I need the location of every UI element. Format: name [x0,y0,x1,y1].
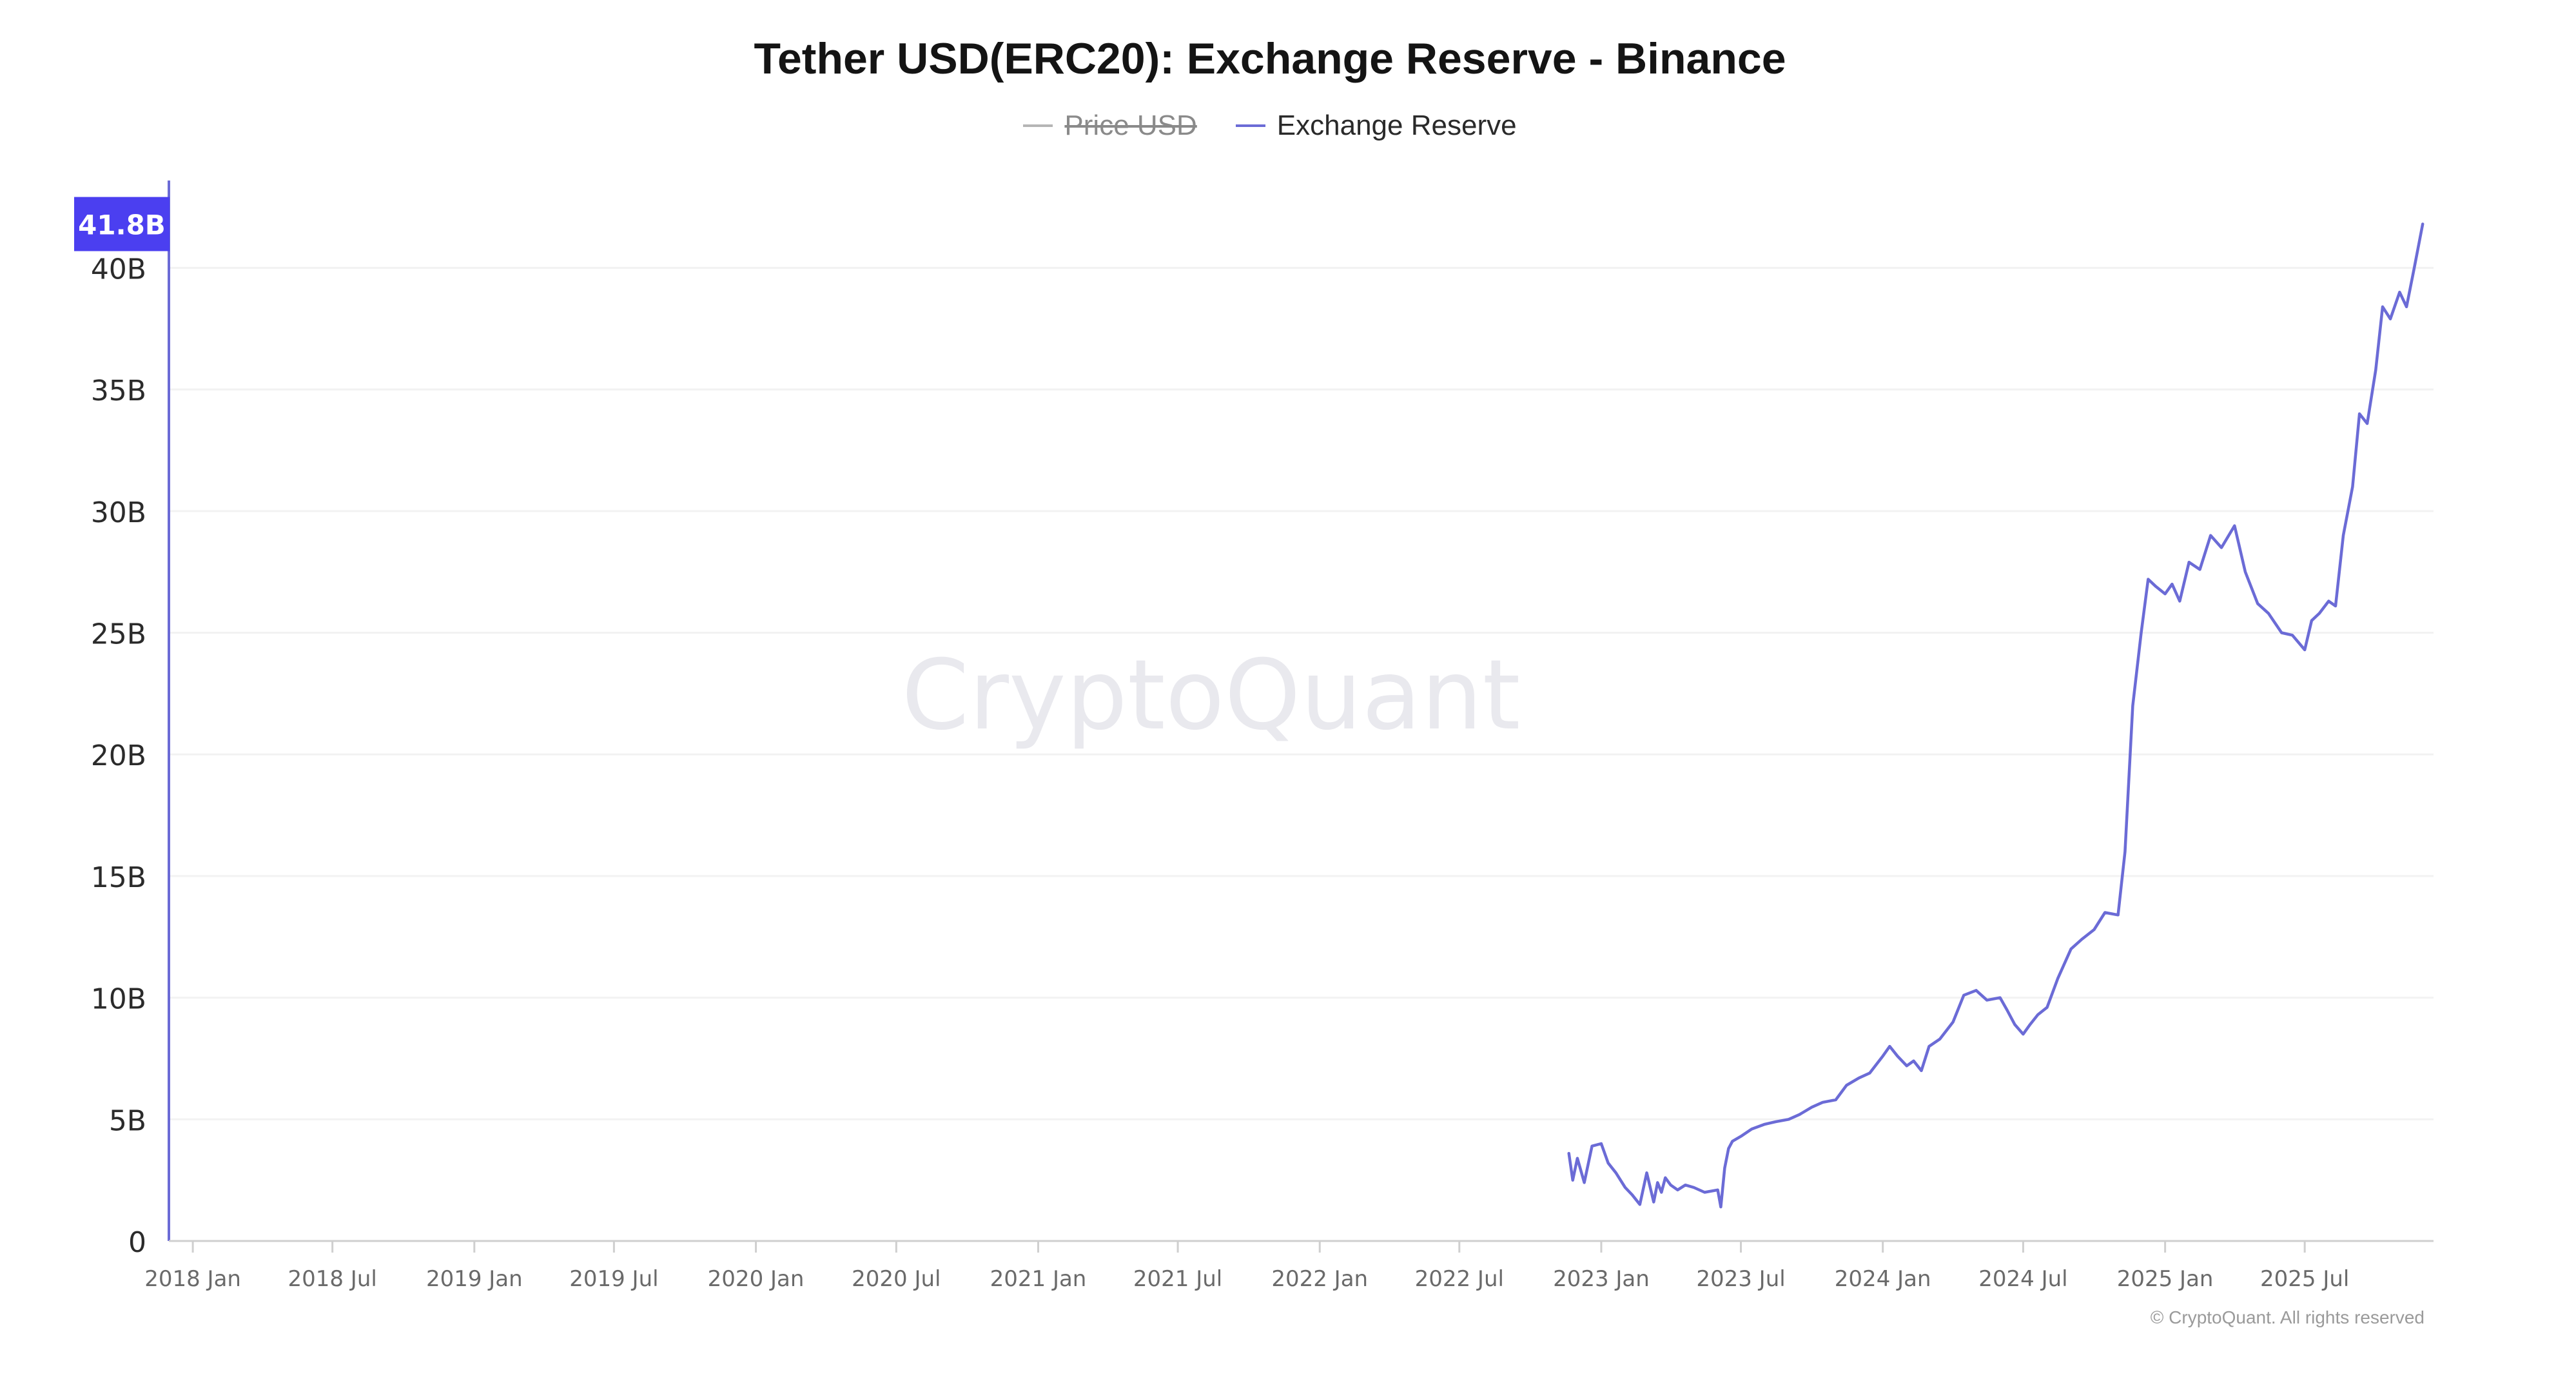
x-tick-label: 2021 Jan [990,1266,1087,1292]
y-tick-label: 35B [91,375,146,407]
x-tick-label: 2024 Jul [1978,1266,2067,1292]
legend-label-exchange-reserve: Exchange Reserve [1276,110,1517,141]
legend-label-price-usd: Price USD [1064,110,1197,141]
y-tick-label: 5B [109,1104,146,1137]
y-tick-label: 40B [91,253,146,286]
legend-item-exchange-reserve[interactable]: Exchange Reserve [1235,110,1517,142]
y-tick-label: 30B [91,496,146,529]
x-tick-label: 2024 Jan [1835,1266,1931,1292]
x-tick-label: 2025 Jul [2260,1266,2349,1292]
x-tick-label: 2023 Jan [1553,1266,1650,1292]
last-value-label: 41.8B [78,210,166,241]
y-tick-label: 15B [91,861,146,894]
x-tick-label: 2020 Jan [708,1266,805,1292]
x-tick-label: 2023 Jul [1696,1266,1785,1292]
watermark-text: CryptoQuant [902,640,1521,752]
legend-swatch-exchange-reserve [1235,124,1265,127]
chart-legend: Price USD Exchange Reserve [0,110,2540,142]
last-value-badge [74,197,170,251]
y-tick-label: 25B [91,618,146,651]
x-tick-label: 2025 Jan [2117,1266,2214,1292]
footer-credit: © CryptoQuant. All rights reserved [2150,1307,2425,1327]
legend-swatch-price-usd [1023,124,1053,127]
x-tick-label: 2018 Jul [288,1266,376,1292]
y-tick-label: 10B [91,983,146,1016]
chart-title: Tether USD(ERC20): Exchange Reserve - Bi… [754,34,1786,83]
x-tick-label: 2021 Jul [1133,1266,1222,1292]
x-tick-label: 2019 Jul [569,1266,658,1292]
y-tick-label: 0 [128,1226,146,1259]
legend-item-price-usd[interactable]: Price USD [1023,110,1197,142]
x-tick-label: 2020 Jul [852,1266,941,1292]
exchange-reserve-line [1567,222,2425,1209]
x-tick-label: 2018 Jan [144,1266,241,1292]
x-tick-label: 2019 Jan [426,1266,523,1292]
y-tick-label: 20B [91,739,146,772]
x-tick-label: 2022 Jan [1271,1266,1368,1292]
x-tick-label: 2022 Jul [1415,1266,1504,1292]
